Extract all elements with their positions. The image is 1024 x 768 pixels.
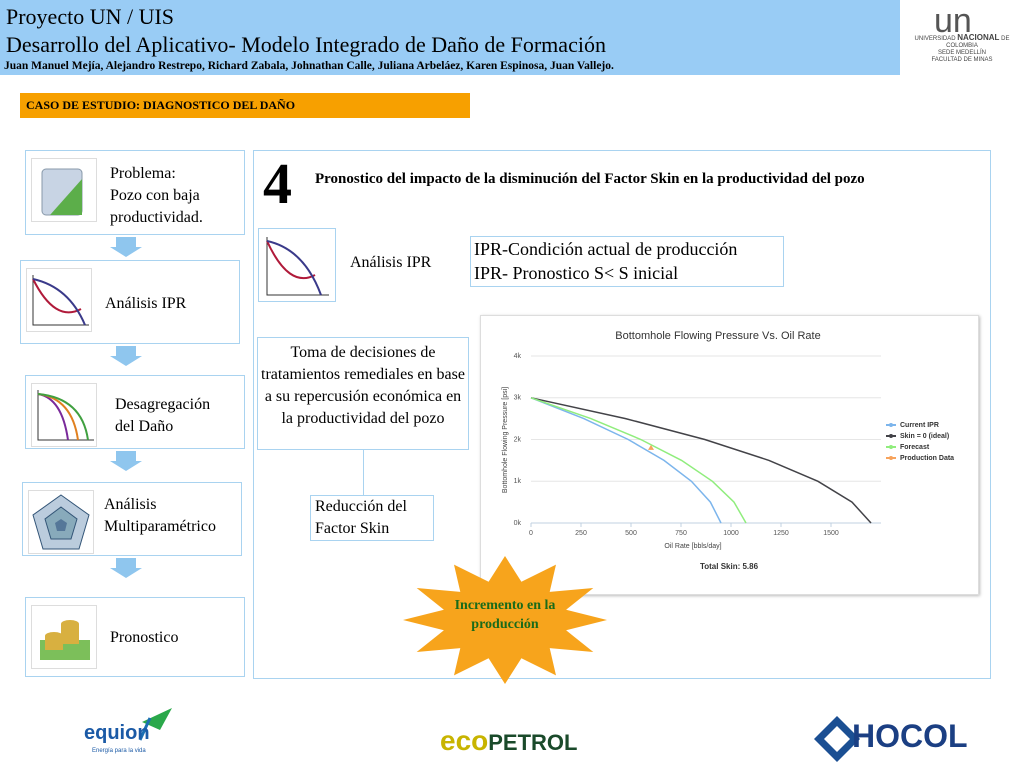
legend-dot	[889, 456, 893, 460]
un-name-start: UNIVERSIDAD	[914, 36, 956, 42]
x-tick-label: 750	[675, 530, 687, 537]
x-tick-label: 250	[575, 530, 587, 537]
flow-arrow	[110, 237, 142, 257]
reduction-box: Reducción del Factor Skin	[310, 495, 434, 541]
equion-logo	[138, 708, 172, 741]
legend-label: Skin = 0 (ideal)	[900, 433, 949, 440]
equion-name: equion	[84, 722, 150, 744]
un-name: UNIVERSIDAD NACIONAL DE COLOMBIA SEDE MED…	[902, 34, 1022, 64]
burst-shape	[403, 556, 607, 684]
connector	[363, 450, 364, 495]
step-text: Análisis IPR	[105, 293, 186, 315]
icon	[32, 494, 90, 550]
step-text: Desagregación del Daño	[115, 394, 210, 438]
step-line: Análisis IPR	[105, 295, 187, 312]
arrow	[110, 237, 142, 257]
y-tick-label: 2k	[514, 436, 522, 443]
chart-title: Bottomhole Flowing Pressure Vs. Oil Rate	[615, 330, 820, 342]
step-line: Pronostico	[110, 629, 179, 646]
arrow	[110, 346, 142, 366]
equion-tagline: Energía para la vida	[92, 748, 146, 754]
y-tick-label: 3k	[514, 395, 522, 402]
legend-dot	[889, 423, 893, 427]
case-title: CASO DE ESTUDIO: DIAGNOSTICO DEL DAÑO	[20, 93, 470, 118]
ipr-icon	[266, 237, 329, 296]
hocol-name: HOCOL	[852, 718, 968, 754]
series-line	[530, 397, 747, 524]
un-name-end: DE COLOMBIA	[946, 36, 1010, 49]
header-subtitle: Desarrollo del Aplicativo- Modelo Integr…	[6, 32, 606, 57]
x-tick-label: 500	[625, 530, 637, 537]
icon	[41, 168, 83, 216]
step-line: productividad.	[110, 209, 203, 226]
step-text: Problema: Pozo con baja productividad.	[110, 163, 203, 229]
step-icon	[31, 605, 97, 669]
ecopetrol-logo: ecoPETROL	[440, 725, 577, 757]
un-name-mid: NACIONAL	[957, 33, 1000, 42]
ipr-item: IPR- Pronostico S< S inicial	[474, 263, 679, 283]
step-text: Pronostico	[110, 627, 178, 649]
flow-arrow	[110, 346, 142, 366]
x-tick-label: 0	[529, 530, 533, 537]
chart: Bottomhole Flowing Pressure Vs. Oil Rate…	[480, 315, 979, 595]
un-mark: un	[934, 2, 972, 40]
x-tick-label: 1000	[723, 530, 739, 537]
data-point	[648, 444, 654, 450]
header-band	[0, 0, 900, 75]
ipr-item: IPR-Condición actual de producción	[474, 239, 738, 259]
legend-label: Current IPR	[900, 422, 939, 429]
step-icon	[26, 268, 92, 332]
step-box	[25, 375, 245, 449]
step-line: Análisis	[104, 496, 157, 513]
step-line: Pozo con baja	[110, 187, 200, 204]
step-icon	[31, 158, 97, 222]
series-line	[530, 397, 722, 524]
icon	[32, 275, 89, 326]
ipr-label: Análisis IPR	[350, 254, 432, 271]
y-tick-label: 0k	[514, 520, 522, 527]
icon	[37, 390, 94, 441]
ecopetrol-a: eco	[440, 725, 489, 756]
ecopetrol-b: PETROL	[488, 730, 578, 755]
header-authors: Juan Manuel Mejía, Alejandro Restrepo, R…	[4, 60, 614, 72]
burst-text: Incremento en la producción	[454, 598, 556, 632]
legend-label: Forecast	[900, 444, 930, 451]
step-box	[20, 260, 240, 344]
header-title: Proyecto UN / UIS	[6, 4, 175, 29]
annotation: Total Skin: 5.86	[700, 562, 759, 571]
legend-dot	[889, 434, 893, 438]
step-icon	[31, 383, 97, 447]
un-campus: SEDE MEDELLÍN	[937, 50, 986, 56]
y-tick-label: 1k	[514, 478, 522, 485]
step-text: Análisis Multiparamétrico	[104, 494, 216, 538]
icon	[40, 620, 90, 660]
step-line: del Daño	[115, 418, 174, 435]
burst	[403, 556, 607, 684]
flow-arrow	[110, 451, 142, 471]
arrow	[110, 451, 142, 471]
step-line: Multiparamétrico	[104, 518, 216, 535]
ipr-items: IPR-Condición actual de producción IPR- P…	[470, 236, 784, 287]
step-number: 4	[263, 151, 292, 216]
y-axis-label: Bottomhole Flowing Pressure [psi]	[502, 387, 509, 493]
hocol-mark	[814, 716, 860, 762]
step-icon	[28, 490, 94, 554]
un-faculty: FACULTAD DE MINAS	[931, 57, 993, 63]
legend-dot	[889, 445, 893, 449]
main-heading: Pronostico del impacto de la disminución…	[315, 171, 865, 187]
arrow	[110, 558, 142, 578]
x-tick-label: 1250	[773, 530, 789, 537]
y-tick-label: 4k	[514, 353, 522, 360]
legend-label: Production Data	[900, 455, 954, 462]
step-line: Desagregación	[115, 396, 211, 413]
flow-arrow	[110, 558, 142, 578]
x-tick-label: 1500	[823, 530, 839, 537]
ipr-icon-box	[258, 228, 336, 302]
step-line: Problema:	[110, 165, 176, 182]
x-axis-label: Oil Rate [bbls/day]	[664, 543, 721, 550]
decision-box: Toma de decisiones de tratamientos remed…	[257, 337, 469, 450]
series-line	[530, 397, 872, 524]
